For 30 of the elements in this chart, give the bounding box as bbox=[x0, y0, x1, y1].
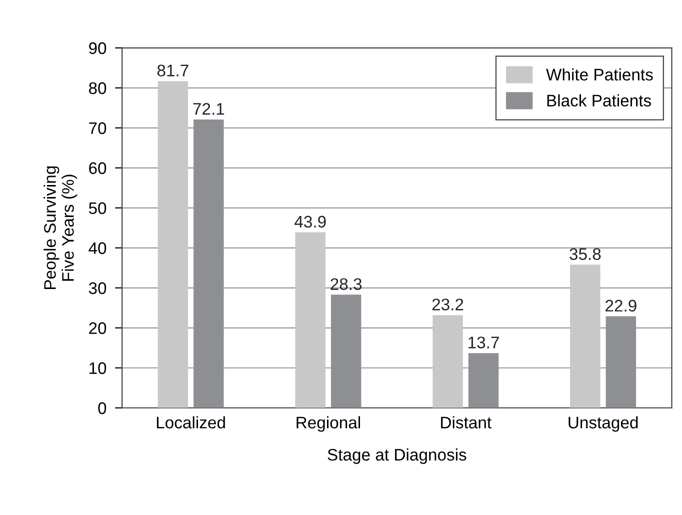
legend-label: White Patients bbox=[546, 68, 653, 81]
data-label: 35.8 bbox=[570, 248, 601, 260]
y-tick-label: 70 bbox=[89, 122, 106, 134]
bar bbox=[158, 81, 188, 408]
y-tick-label: 60 bbox=[89, 162, 106, 174]
data-label: 23.2 bbox=[432, 298, 464, 310]
bar bbox=[432, 315, 463, 408]
data-label: 22.9 bbox=[606, 300, 636, 312]
y-tick-label: 10 bbox=[90, 362, 106, 374]
x-tick-label: Regional bbox=[296, 416, 360, 432]
legend-label: Black Patients bbox=[547, 94, 651, 107]
x-tick-label: Unstaged bbox=[568, 416, 638, 432]
bar bbox=[570, 264, 600, 408]
x-tick-label: Distant bbox=[441, 416, 492, 428]
data-label: 43.9 bbox=[294, 216, 326, 228]
y-tick-label: 40 bbox=[88, 242, 106, 254]
y-tick-label: 90 bbox=[89, 42, 106, 54]
y-tick-label: 20 bbox=[89, 322, 106, 334]
bar bbox=[295, 232, 326, 408]
y-tick-label: 30 bbox=[88, 282, 106, 294]
y-tick-label: 0 bbox=[98, 402, 106, 414]
data-label: 13.7 bbox=[468, 336, 499, 348]
data-label: 81.7 bbox=[157, 64, 188, 76]
x-tick-label: Localized bbox=[156, 416, 225, 428]
y-tick-label: 50 bbox=[88, 202, 106, 214]
data-label: 72.1 bbox=[193, 103, 224, 115]
data-label: 28.3 bbox=[330, 278, 362, 290]
y-tick-label: 80 bbox=[88, 82, 106, 94]
y-axis-title: People Surviving Five Years (%) bbox=[44, 166, 78, 290]
x-axis-title: Stage at Diagnosis bbox=[328, 448, 466, 464]
